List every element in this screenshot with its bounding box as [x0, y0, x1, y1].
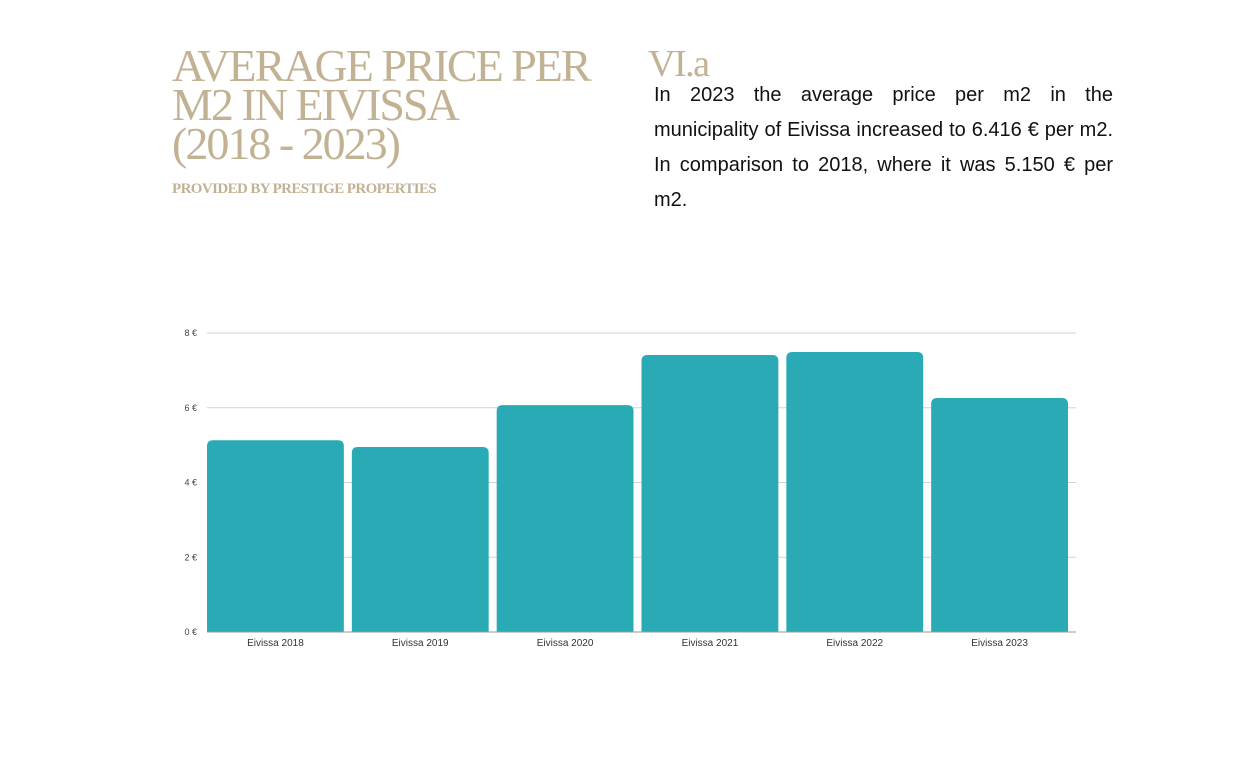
- bar: [931, 398, 1068, 632]
- section-label: VI.a: [648, 43, 710, 85]
- x-tick-label: Eivissa 2019: [392, 638, 449, 649]
- x-tick-label: Eivissa 2020: [537, 638, 594, 649]
- y-tick-label: 6 €: [184, 403, 197, 413]
- page-title: Average price per m2 in Eivissa (2018 - …: [172, 40, 612, 169]
- title-line: m2 in Eivissa: [172, 79, 460, 130]
- title-line: Average price per: [172, 40, 592, 91]
- bar: [786, 352, 924, 632]
- x-tick-label: Eivissa 2022: [826, 638, 883, 649]
- bar: [641, 355, 779, 632]
- title-line: (2018 - 2023): [172, 118, 401, 169]
- bar: [207, 440, 344, 632]
- y-tick-label: 8 €: [184, 328, 197, 338]
- x-tick-label: Eivissa 2023: [971, 638, 1028, 649]
- y-tick-label: 4 €: [184, 478, 197, 488]
- x-tick-label: Eivissa 2021: [682, 638, 739, 649]
- x-tick-label: Eivissa 2018: [247, 638, 304, 649]
- subtitle: PROVIDED BY PRESTIGE PROPERTIES: [172, 181, 437, 197]
- y-tick-label: 2 €: [184, 552, 197, 562]
- description: In 2023 the average price per m2 in the …: [654, 84, 1113, 211]
- y-tick-label: 0 €: [184, 627, 197, 637]
- bar: [496, 405, 634, 632]
- bar: [351, 446, 489, 632]
